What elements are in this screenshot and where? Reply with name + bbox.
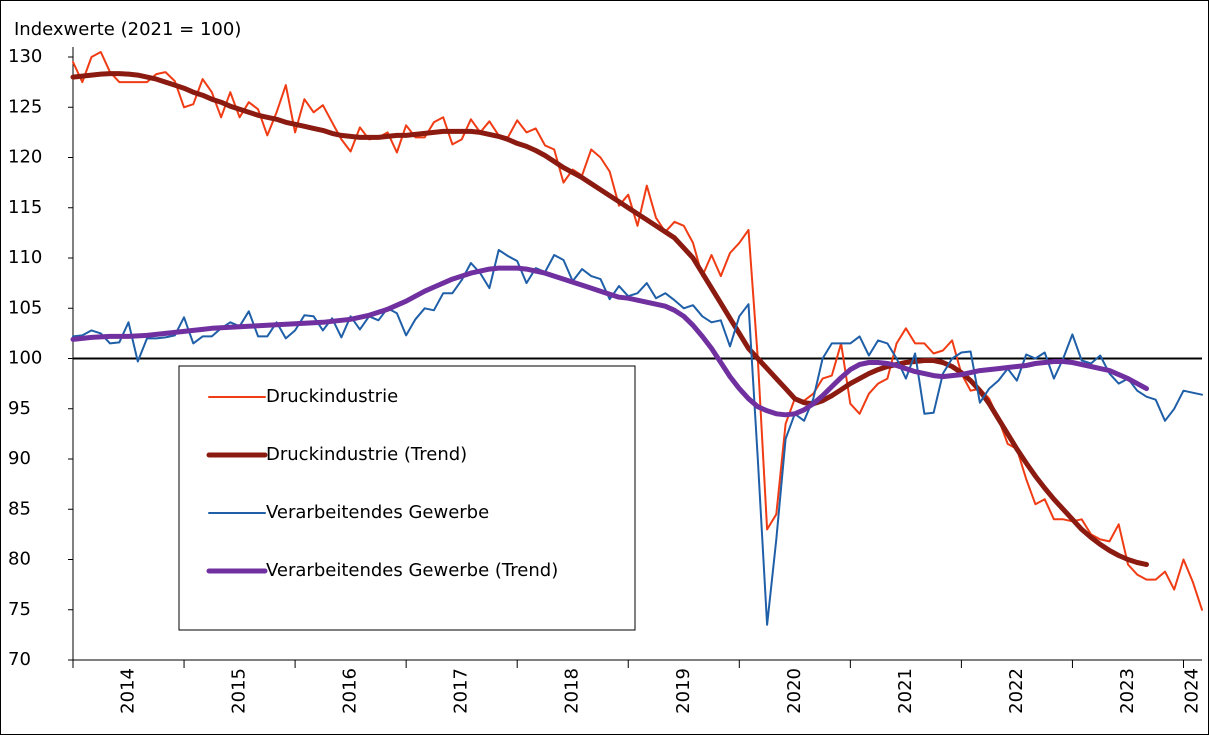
- legend: [178, 365, 636, 631]
- x-tick-label: 2023: [1117, 668, 1138, 714]
- x-tick-label: 2022: [1006, 668, 1027, 714]
- y-tick-label: 75: [8, 599, 31, 620]
- legend-label: Verarbeitendes Gewerbe: [266, 502, 489, 523]
- series-line: [70, 71, 1149, 567]
- x-tick-label: 2024: [1182, 668, 1203, 714]
- y-tick-label: 70: [8, 649, 31, 670]
- x-tick-label: 2015: [229, 668, 250, 714]
- x-tick-label: 2014: [118, 668, 139, 714]
- y-tick-label: 95: [8, 398, 31, 419]
- x-tick-label: 2020: [784, 668, 805, 714]
- series-line: [72, 249, 1203, 626]
- x-tick-label: 2019: [673, 668, 694, 714]
- y-tick-label: 85: [8, 498, 31, 519]
- y-tick-label: 100: [8, 348, 42, 369]
- x-tick-label: 2017: [451, 668, 472, 714]
- x-tick-label: 2018: [562, 668, 583, 714]
- legend-label: Druckindustrie (Trend): [266, 444, 467, 465]
- y-tick-label: 110: [8, 247, 42, 268]
- y-tick-label: 105: [8, 297, 42, 318]
- y-tick-label: 125: [8, 96, 42, 117]
- series-line: [70, 265, 1149, 418]
- legend-label: Verarbeitendes Gewerbe (Trend): [266, 560, 558, 581]
- y-tick-label: 115: [8, 197, 42, 218]
- x-tick-label: 2021: [895, 668, 916, 714]
- legend-label: Druckindustrie: [266, 386, 398, 407]
- y-tick-label: 80: [8, 549, 31, 570]
- y-tick-label: 120: [8, 147, 42, 168]
- y-tick-label: 90: [8, 448, 31, 469]
- y-axis-title: Indexwerte (2021 = 100): [14, 19, 241, 40]
- y-tick-label: 130: [8, 46, 42, 67]
- x-tick-label: 2016: [340, 668, 361, 714]
